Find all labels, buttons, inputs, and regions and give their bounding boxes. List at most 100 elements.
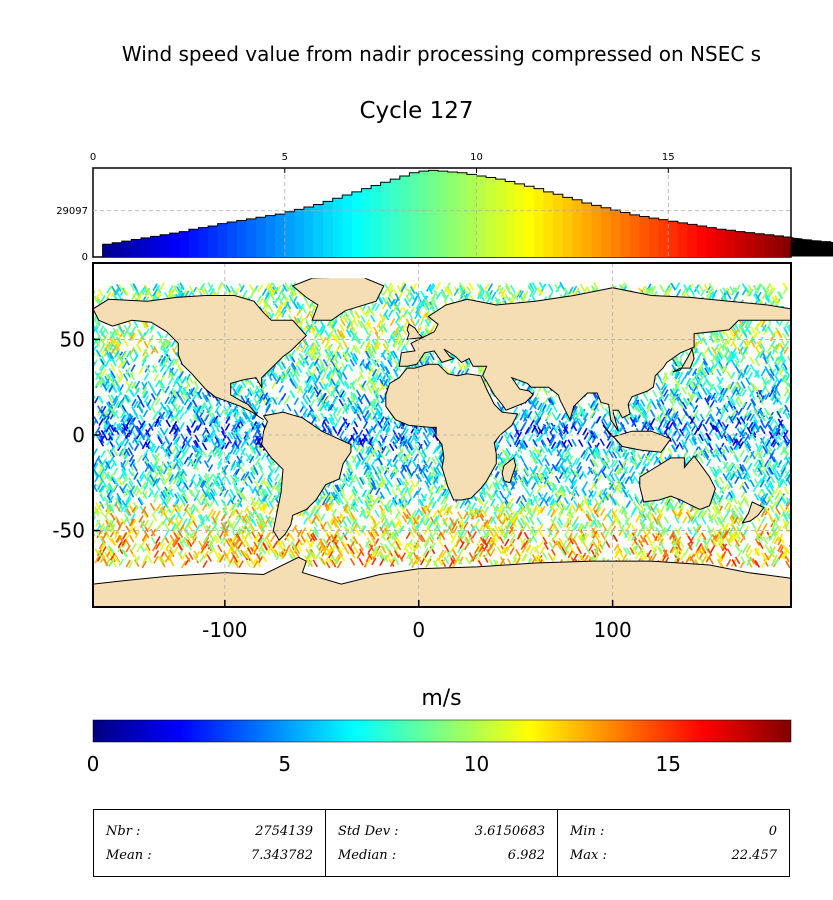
wind-track-segment (365, 322, 372, 331)
wind-track-segment (675, 371, 681, 380)
histogram-bar (514, 183, 525, 257)
wind-track-segment (754, 369, 760, 378)
histogram-bar (591, 205, 602, 257)
wind-track-segment (298, 352, 304, 361)
histogram-bar (390, 179, 401, 257)
histogram-bar (121, 241, 132, 257)
wind-track-segment (133, 354, 139, 362)
wind-track-segment (423, 329, 429, 338)
wind-track-segment (770, 339, 776, 347)
wind-track-segment (167, 377, 174, 386)
wind-track-segment (281, 291, 287, 300)
wind-track-segment (425, 298, 431, 307)
wind-track-segment (373, 326, 379, 335)
wind-track-segment (166, 404, 172, 413)
wind-track-segment (136, 394, 143, 403)
histogram-x-tick-label: 0 (90, 152, 96, 163)
wind-track-segment (718, 330, 724, 338)
wind-track-segment (277, 308, 284, 317)
wind-track-segment (772, 346, 779, 354)
wind-track-segment (704, 367, 710, 376)
wind-track-segment (235, 389, 241, 398)
wind-track-segment (479, 293, 486, 302)
wind-track-segment (749, 363, 756, 372)
wind-track-segment (107, 394, 113, 403)
wind-track-segment (733, 329, 739, 337)
wind-track-segment (188, 376, 194, 384)
wind-track-segment (123, 338, 129, 347)
wind-track-segment (164, 338, 170, 347)
wind-track-segment (358, 364, 364, 373)
histogram-x-tick-label: 10 (470, 152, 483, 163)
wind-track-segment (510, 284, 516, 293)
wind-track-segment (318, 364, 324, 373)
wind-track-segment (298, 318, 305, 326)
wind-track-segment (495, 284, 502, 293)
wind-track-segment (278, 287, 285, 296)
wind-track-segment (112, 398, 119, 407)
wind-track-segment (778, 407, 784, 415)
wind-track-segment (718, 350, 725, 359)
wind-track-segment (123, 288, 129, 297)
wind-track-segment (664, 287, 670, 296)
wind-track-segment (702, 358, 709, 366)
wind-track-segment (582, 412, 588, 420)
wind-track-segment (160, 385, 166, 394)
histogram-bar (524, 186, 535, 257)
histogram-bar (553, 194, 564, 257)
wind-track-segment (726, 352, 732, 360)
wind-track-segment (298, 386, 304, 394)
wind-track-segment (134, 387, 140, 396)
wind-track-segment (374, 335, 381, 344)
wind-track-segment (292, 378, 299, 387)
wind-track-segment (593, 281, 599, 290)
histogram-bar (131, 239, 142, 257)
wind-track-segment (582, 286, 589, 295)
wind-track-segment (721, 387, 728, 396)
wind-track-segment (318, 369, 324, 378)
wind-track-segment (579, 283, 586, 292)
wind-track-segment (386, 301, 392, 310)
wind-track-segment (651, 401, 657, 410)
wind-track-segment (743, 364, 749, 373)
wind-track-segment (359, 371, 365, 380)
wind-track-segment (272, 300, 279, 309)
wind-track-segment (375, 395, 381, 404)
wind-track-segment (142, 382, 148, 390)
wind-track-segment (424, 319, 430, 327)
wind-track-segment (324, 329, 330, 338)
wind-track-segment (640, 399, 646, 407)
wind-track-segment (373, 342, 379, 350)
wind-track-segment (129, 372, 135, 381)
wind-track-segment (396, 329, 403, 338)
wind-track-segment (137, 289, 143, 298)
wind-track-segment (293, 409, 299, 417)
wind-track-segment (547, 407, 553, 416)
wind-track-segment (152, 283, 158, 292)
wind-track-segment (249, 380, 255, 389)
wind-track-segment (100, 343, 106, 351)
histogram-bar (649, 218, 660, 257)
wind-track-segment (378, 313, 385, 321)
wind-track-segment (333, 347, 339, 356)
wind-track-segment (685, 377, 692, 386)
wind-track-segment (113, 287, 120, 296)
wind-track-segment (376, 372, 382, 381)
wind-track-segment (280, 361, 287, 370)
wind-track-segment (325, 370, 332, 379)
wind-track-segment (707, 347, 713, 356)
wind-track-segment (747, 372, 753, 380)
wind-track-segment (753, 285, 760, 294)
wind-track-segment (380, 349, 387, 358)
wind-track-segment (397, 337, 404, 346)
wind-track-segment (732, 286, 739, 295)
wind-track-segment (424, 302, 430, 311)
histogram-bar (754, 233, 765, 257)
wind-track-segment (321, 336, 327, 345)
wind-track-segment (389, 318, 396, 327)
wind-track-segment (723, 349, 729, 358)
wind-track-segment (655, 382, 661, 391)
wind-track-segment (662, 404, 668, 413)
wind-track-segment (704, 377, 710, 385)
wind-track-segment (159, 380, 166, 389)
